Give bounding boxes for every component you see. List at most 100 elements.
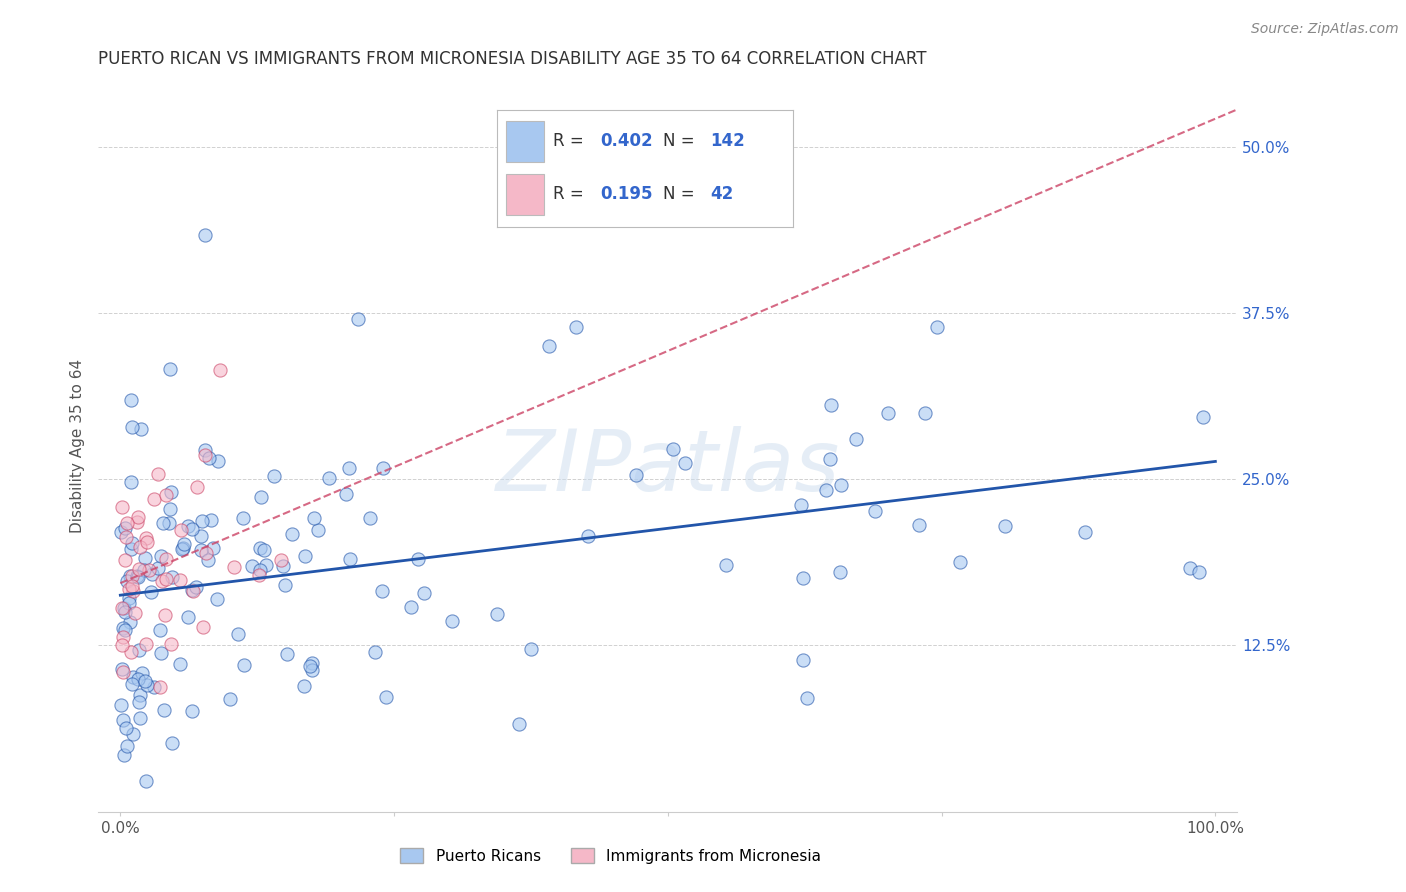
Point xyxy=(276,647,298,661)
Point xyxy=(112,747,135,762)
Point xyxy=(209,363,232,377)
Point xyxy=(249,563,271,577)
Point xyxy=(160,637,183,651)
Point xyxy=(121,569,143,583)
Point xyxy=(207,454,229,468)
Point xyxy=(307,523,329,537)
Point xyxy=(339,552,361,566)
Point xyxy=(226,627,249,641)
Point xyxy=(200,513,222,527)
Point xyxy=(790,498,813,512)
Point xyxy=(135,636,157,650)
Point xyxy=(121,670,143,684)
Point xyxy=(337,461,360,475)
Point xyxy=(371,584,394,599)
Point xyxy=(1188,566,1211,580)
Point xyxy=(440,614,463,628)
Point xyxy=(240,558,263,573)
Point xyxy=(193,442,215,457)
Point xyxy=(111,638,134,652)
Point xyxy=(129,422,152,436)
Point xyxy=(250,490,273,504)
Point xyxy=(177,519,200,533)
Point xyxy=(112,630,135,644)
Point xyxy=(176,610,198,624)
Point xyxy=(131,665,153,680)
Point xyxy=(486,607,509,621)
Point xyxy=(863,504,886,518)
Point xyxy=(152,703,174,717)
Point xyxy=(159,485,181,500)
Point xyxy=(122,584,145,599)
Point xyxy=(830,477,852,491)
Point xyxy=(118,582,141,596)
Point xyxy=(155,488,177,502)
Point xyxy=(152,516,174,530)
Y-axis label: Disability Age 35 to 64: Disability Age 35 to 64 xyxy=(69,359,84,533)
Point xyxy=(149,549,172,563)
Text: PUERTO RICAN VS IMMIGRANTS FROM MICRONESIA DISABILITY AGE 35 TO 64 CORRELATION C: PUERTO RICAN VS IMMIGRANTS FROM MICRONES… xyxy=(98,50,927,68)
Point xyxy=(114,553,136,567)
Point xyxy=(129,711,152,725)
Legend: Puerto Ricans, Immigrants from Micronesia: Puerto Ricans, Immigrants from Micronesi… xyxy=(394,842,828,870)
Point xyxy=(519,641,541,656)
Point xyxy=(135,531,157,545)
Point xyxy=(127,570,149,584)
Point xyxy=(335,487,357,501)
Point xyxy=(359,511,381,525)
Point xyxy=(136,678,159,692)
Point xyxy=(412,585,434,599)
Point xyxy=(180,522,202,536)
Point xyxy=(818,452,841,467)
Point xyxy=(406,551,429,566)
Point xyxy=(792,571,814,585)
Point xyxy=(141,566,163,581)
Point xyxy=(114,530,136,544)
Point xyxy=(127,672,149,686)
Point xyxy=(373,461,395,475)
Point xyxy=(149,681,172,695)
Point xyxy=(219,692,242,706)
Point xyxy=(128,643,150,657)
Point xyxy=(115,739,138,753)
Point xyxy=(198,450,221,465)
Point xyxy=(249,541,271,555)
Point xyxy=(908,518,931,533)
Point xyxy=(186,580,208,594)
Point xyxy=(120,645,142,659)
Point xyxy=(294,549,316,563)
Point xyxy=(122,727,145,741)
Point xyxy=(292,679,315,693)
Point xyxy=(121,420,143,434)
Text: ZIPatlas: ZIPatlas xyxy=(496,426,839,509)
Point xyxy=(1180,561,1202,575)
Point xyxy=(115,721,138,735)
Point xyxy=(169,573,191,587)
Point xyxy=(110,698,132,713)
Point xyxy=(134,564,156,578)
Point xyxy=(375,690,398,704)
Point xyxy=(263,469,285,483)
Point xyxy=(159,516,181,530)
Point xyxy=(304,511,326,525)
Point xyxy=(142,680,165,694)
Point xyxy=(576,529,599,543)
Point xyxy=(301,657,323,671)
Point xyxy=(949,555,972,569)
Point xyxy=(828,565,851,579)
Point xyxy=(247,568,270,582)
Point xyxy=(508,716,530,731)
Point xyxy=(222,560,245,574)
Point xyxy=(111,665,134,680)
Point xyxy=(232,657,254,672)
Point xyxy=(127,510,149,524)
Point xyxy=(914,406,936,420)
Point xyxy=(876,406,898,420)
Point xyxy=(150,574,173,588)
Point xyxy=(301,663,323,677)
Point xyxy=(661,442,683,456)
Point xyxy=(270,553,292,567)
Point xyxy=(172,541,194,556)
Text: Source: ZipAtlas.com: Source: ZipAtlas.com xyxy=(1251,22,1399,37)
Point xyxy=(117,596,139,610)
